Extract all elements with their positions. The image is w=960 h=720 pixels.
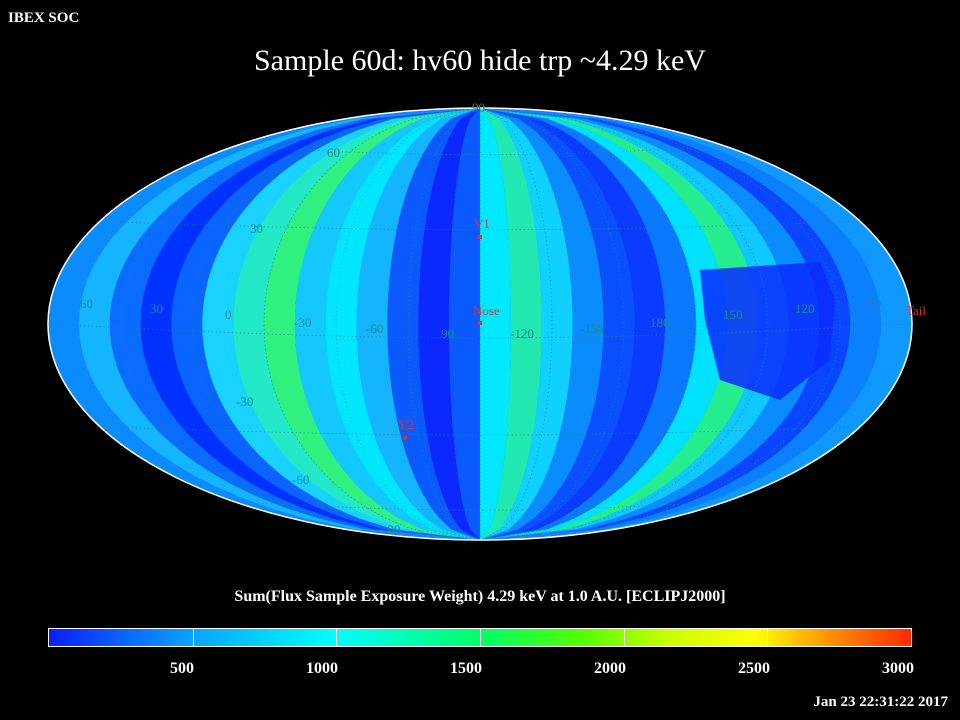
graticule-line <box>99 221 861 231</box>
colorbar-tick-label: 3000 <box>882 660 914 677</box>
flux-band <box>480 108 666 540</box>
lat-label: 30 <box>250 221 263 236</box>
graticule-line <box>479 108 769 540</box>
lon-label: 30 <box>150 301 163 316</box>
flux-band <box>356 108 480 540</box>
lat-label: -60 <box>292 472 309 487</box>
map-outline <box>47 107 913 541</box>
flux-band <box>480 108 696 540</box>
marker-label-y2: Y2 <box>398 417 414 432</box>
lat-label: -30 <box>236 394 253 409</box>
colorbar-tick <box>623 629 625 646</box>
lat-label: -90 <box>383 522 400 537</box>
map-title: Sample 60d: hv60 hide trp ~4.29 keV <box>253 44 706 77</box>
flux-band <box>387 108 480 540</box>
timestamp: Jan 23 22:31:22 2017 <box>813 694 948 710</box>
flux-bands <box>48 108 912 540</box>
lon-label: 90 <box>868 296 881 311</box>
lon-label: -120 <box>510 326 534 341</box>
graticule-line <box>99 426 861 436</box>
colorbar-tick-label: 1000 <box>306 660 338 677</box>
graticule-line <box>191 108 481 540</box>
flux-band <box>480 108 511 540</box>
marker-nose <box>478 321 482 325</box>
lon-label: 150 <box>723 307 743 322</box>
colorbar-tick <box>767 629 769 646</box>
lon-label: -150 <box>580 321 604 336</box>
colorbar-tick-label: 2000 <box>594 660 626 677</box>
flux-band <box>480 108 635 540</box>
flux-band <box>480 108 604 540</box>
graticule-line <box>479 108 697 540</box>
colorbar-tick-label: 1500 <box>450 660 482 677</box>
marker-label-nose: Nose <box>473 303 500 318</box>
lat-label: 90 <box>472 100 485 115</box>
marker-v1 <box>478 235 482 239</box>
graticule-line <box>263 108 481 540</box>
colorbar-label: Sum(Flux Sample Exposure Weight) 4.29 ke… <box>234 588 726 605</box>
marker-label-tail: Tail <box>906 303 926 318</box>
lon-label: -60 <box>366 321 383 336</box>
lon-label: 90 <box>441 326 454 341</box>
lon-label: 120 <box>795 301 815 316</box>
flux-band <box>480 108 542 540</box>
lon-label: 180 <box>650 315 670 330</box>
flux-band <box>294 108 480 540</box>
flux-band <box>449 108 480 540</box>
colorbar <box>48 628 912 647</box>
flux-band <box>264 108 480 540</box>
lon-label: -30 <box>294 315 311 330</box>
lat-label: 60 <box>327 145 340 160</box>
lon-label: 0 <box>225 307 232 322</box>
colorbar-tick <box>336 629 338 646</box>
lon-label: 60 <box>80 296 93 311</box>
flux-band <box>325 108 480 540</box>
org-label: IBEX SOC <box>8 10 80 26</box>
sky-map: 60 30 0 -30 -60 90 -120 -150 180 150 120… <box>47 100 926 541</box>
graticule-line <box>48 323 912 339</box>
colorbar-tick-label: 500 <box>170 660 194 677</box>
colorbar-tick <box>192 629 194 646</box>
flux-band <box>418 108 480 540</box>
marker-label-v1: V1 <box>474 216 490 231</box>
marker-y2 <box>403 436 407 440</box>
colorbar-tick-label: 2500 <box>738 660 770 677</box>
colorbar-tick <box>480 629 481 646</box>
flux-band <box>480 108 573 540</box>
